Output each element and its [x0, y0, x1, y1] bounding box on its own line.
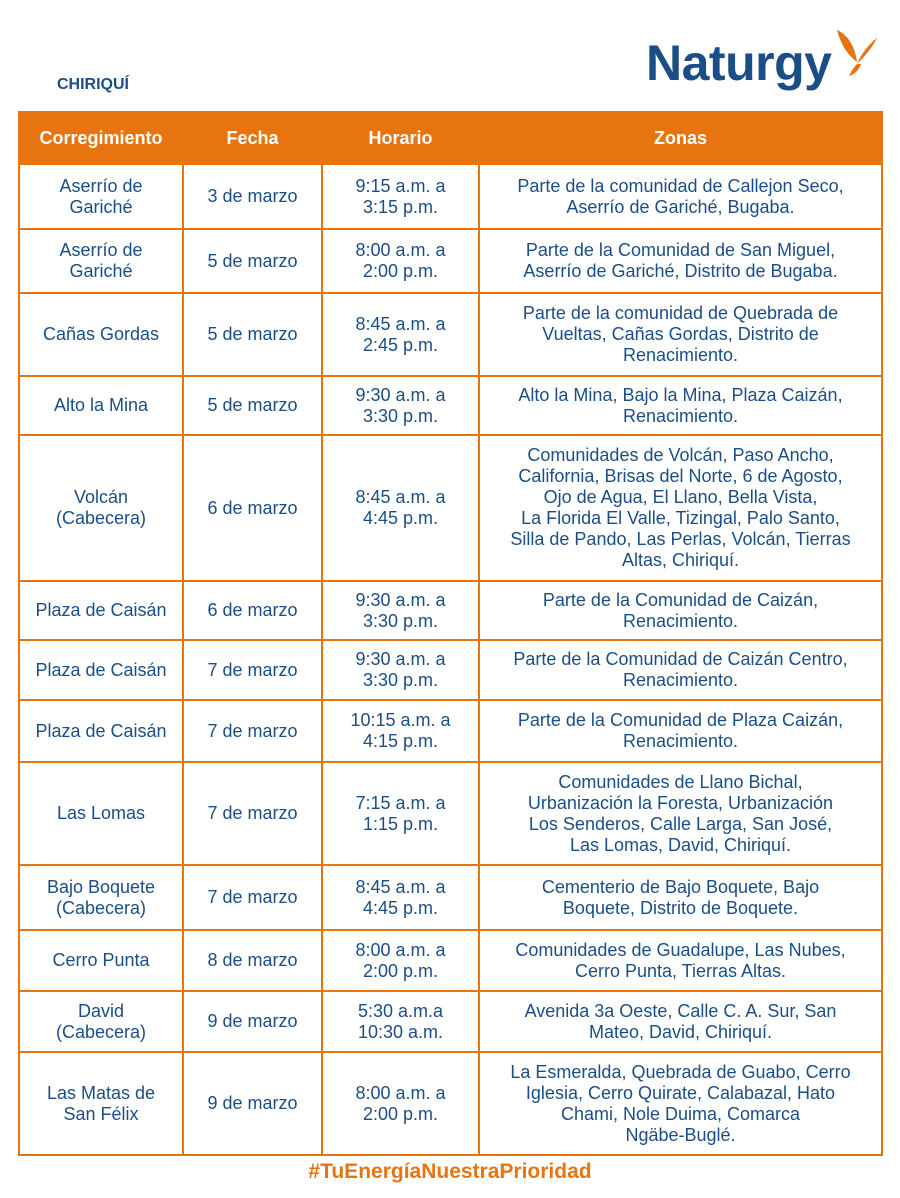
cell-horario: 10:15 a.m. a 4:15 p.m. [321, 699, 480, 763]
cell-zonas: Comunidades de Llano Bichal, Urbanizació… [478, 761, 883, 866]
table-row: Cañas Gordas 5 de marzo 8:45 a.m. a 2:45 p… [18, 292, 883, 377]
table-row: David (Cabecera) 9 de marzo 5:30 a.m.a 10:… [18, 990, 883, 1053]
cell-horario: 8:45 a.m. a 2:45 p.m. [321, 292, 480, 377]
cell-corregimiento: Aserrío de Gariché [18, 163, 184, 230]
cell-fecha: 7 de marzo [182, 761, 323, 866]
cell-zonas: Comunidades de Volcán, Paso Ancho, Calif… [478, 434, 883, 582]
table-row: Aserrío de Gariché 5 de marzo 8:00 a.m. a … [18, 228, 883, 294]
cell-fecha: 7 de marzo [182, 699, 323, 763]
cell-corregimiento: David (Cabecera) [18, 990, 184, 1053]
cell-horario: 7:15 a.m. a 1:15 p.m. [321, 761, 480, 866]
cell-zonas: Parte de la Comunidad de Plaza Caizán, R… [478, 699, 883, 763]
cell-corregimiento: Plaza de Caisán [18, 639, 184, 701]
cell-fecha: 5 de marzo [182, 292, 323, 377]
cell-corregimiento: Bajo Boquete (Cabecera) [18, 864, 184, 931]
cell-horario: 8:45 a.m. a 4:45 p.m. [321, 864, 480, 931]
cell-horario: 9:30 a.m. a 3:30 p.m. [321, 375, 480, 436]
cell-zonas: Parte de la Comunidad de Caizán Centro, … [478, 639, 883, 701]
table-row: Las Matas de San Félix 9 de marzo 8:00 a.m… [18, 1051, 883, 1156]
hashtag: #TuEnergíaNuestraPrioridad [308, 1160, 592, 1183]
cell-corregimiento: Cerro Punta [18, 929, 184, 992]
cell-fecha: 5 de marzo [182, 228, 323, 294]
table-row: Cerro Punta 8 de marzo 8:00 a.m. a 2:00 p.… [18, 929, 883, 992]
cell-horario: 9:30 a.m. a 3:30 p.m. [321, 639, 480, 701]
cell-corregimiento: Las Lomas [18, 761, 184, 866]
cell-zonas: Comunidades de Guadalupe, Las Nubes, Cer… [478, 929, 883, 992]
cell-fecha: 8 de marzo [182, 929, 323, 992]
cell-fecha: 7 de marzo [182, 864, 323, 931]
cell-horario: 9:30 a.m. a 3:30 p.m. [321, 580, 480, 641]
table-row: Bajo Boquete (Cabecera) 7 de marzo 8:45 a.… [18, 864, 883, 931]
cell-zonas: Parte de la Comunidad de San Miguel, Ase… [478, 228, 883, 294]
cell-corregimiento: Aserrío de Gariché [18, 228, 184, 294]
header-zonas: Zonas [478, 111, 883, 165]
region-title: CHIRIQUÍ [57, 76, 129, 93]
naturgy-logo: Naturgy [646, 28, 879, 98]
cell-horario: 8:00 a.m. a 2:00 p.m. [321, 929, 480, 992]
schedule-table: Corregimiento Fecha Horario Zonas Aserrí… [18, 111, 883, 1156]
table-row: Plaza de Caisán 7 de marzo 10:15 a.m. a 4:… [18, 699, 883, 763]
cell-corregimiento: Cañas Gordas [18, 292, 184, 377]
table-row: Plaza de Caisán 7 de marzo 9:30 a.m. a 3:3… [18, 639, 883, 701]
cell-zonas: Parte de la comunidad de Quebrada de Vue… [478, 292, 883, 377]
cell-fecha: 9 de marzo [182, 990, 323, 1053]
table-row: Aserrío de Gariché 3 de marzo 9:15 a.m. a … [18, 163, 883, 230]
cell-corregimiento: Volcán (Cabecera) [18, 434, 184, 582]
table-row: Alto la Mina 5 de marzo 9:30 a.m. a 3:30 p… [18, 375, 883, 436]
cell-horario: 8:45 a.m. a 4:45 p.m. [321, 434, 480, 582]
cell-fecha: 9 de marzo [182, 1051, 323, 1156]
cell-zonas: Parte de la Comunidad de Caizán, Renacim… [478, 580, 883, 641]
cell-fecha: 6 de marzo [182, 434, 323, 582]
cell-corregimiento: Alto la Mina [18, 375, 184, 436]
cell-fecha: 3 de marzo [182, 163, 323, 230]
cell-zonas: Alto la Mina, Bajo la Mina, Plaza Caizán… [478, 375, 883, 436]
cell-horario: 8:00 a.m. a 2:00 p.m. [321, 228, 480, 294]
cell-horario: 8:00 a.m. a 2:00 p.m. [321, 1051, 480, 1156]
logo-text: Naturgy [646, 35, 832, 91]
cell-corregimiento: Las Matas de San Félix [18, 1051, 184, 1156]
cell-fecha: 7 de marzo [182, 639, 323, 701]
header-horario: Horario [321, 111, 480, 165]
table-row: Volcán (Cabecera) 6 de marzo 8:45 a.m. a 4… [18, 434, 883, 582]
header-corregimiento: Corregimiento [18, 111, 184, 165]
cell-zonas: La Esmeralda, Quebrada de Guabo, Cerro I… [478, 1051, 883, 1156]
butterfly-icon [837, 30, 878, 76]
cell-horario: 9:15 a.m. a 3:15 p.m. [321, 163, 480, 230]
cell-zonas: Cementerio de Bajo Boquete, Bajo Boquete… [478, 864, 883, 931]
table-header-row: Corregimiento Fecha Horario Zonas [18, 111, 883, 165]
header-fecha: Fecha [182, 111, 323, 165]
cell-zonas: Parte de la comunidad de Callejon Seco, … [478, 163, 883, 230]
table-row: Plaza de Caisán 6 de marzo 9:30 a.m. a 3:3… [18, 580, 883, 641]
cell-corregimiento: Plaza de Caisán [18, 699, 184, 763]
cell-horario: 5:30 a.m.a 10:30 a.m. [321, 990, 480, 1053]
cell-zonas: Avenida 3a Oeste, Calle C. A. Sur, San M… [478, 990, 883, 1053]
cell-fecha: 5 de marzo [182, 375, 323, 436]
cell-fecha: 6 de marzo [182, 580, 323, 641]
cell-corregimiento: Plaza de Caisán [18, 580, 184, 641]
table-row: Las Lomas 7 de marzo 7:15 a.m. a 1:15 p.m.… [18, 761, 883, 866]
